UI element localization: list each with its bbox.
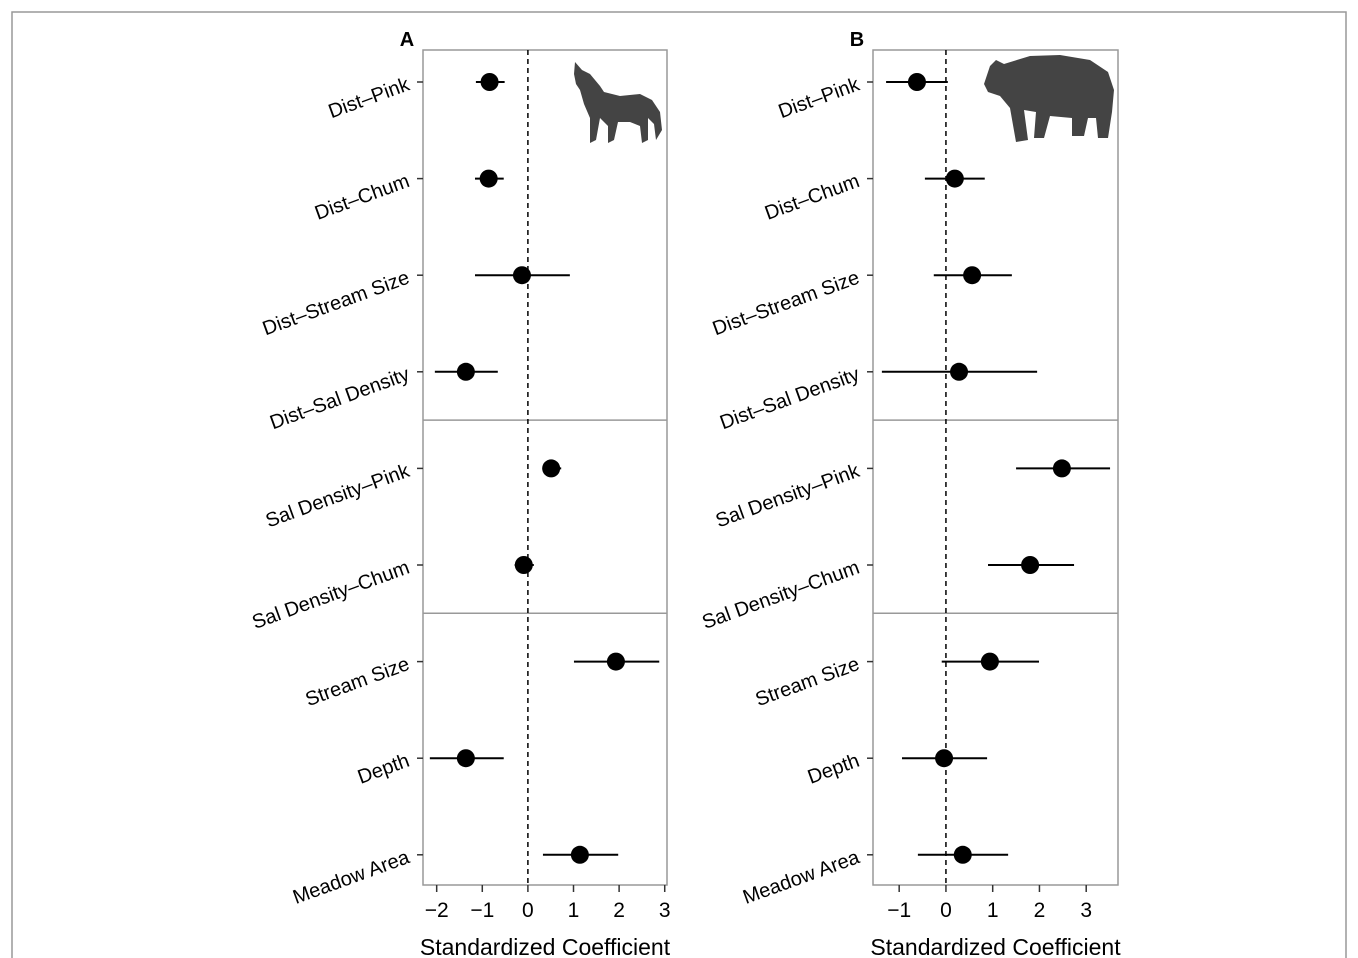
point	[1053, 459, 1071, 477]
wolf-silhouette	[574, 62, 662, 143]
y-tick-label: Dist–Pink	[776, 73, 864, 123]
y-tick-label: Depth	[355, 750, 413, 789]
y-tick-label: Dist–Stream Size	[710, 267, 863, 341]
y-tick-label: Sal Density–Pink	[263, 460, 414, 533]
point	[457, 749, 475, 767]
y-tick-label: Dist–Sal Density	[267, 363, 412, 434]
y-tick-label: Stream Size	[303, 653, 413, 711]
point	[935, 749, 953, 767]
figure-border	[12, 12, 1346, 958]
y-tick-label: Dist–Sal Density	[717, 363, 862, 434]
point	[1021, 556, 1039, 574]
y-tick-label: Dist–Stream Size	[260, 267, 413, 341]
y-tick-label: Meadow Area	[290, 846, 413, 909]
panel-label: A	[400, 29, 414, 51]
y-tick-label: Stream Size	[753, 653, 863, 711]
point	[607, 653, 625, 671]
y-tick-label: Dist–Chum	[762, 170, 862, 225]
point	[954, 846, 972, 864]
y-tick-label: Sal Density–Chum	[699, 557, 862, 634]
x-axis-label: Standardized Coefficient	[420, 934, 671, 958]
x-tick-label: 0	[522, 899, 534, 922]
panel-label: B	[850, 29, 864, 51]
point	[963, 266, 981, 284]
point	[513, 266, 531, 284]
point	[908, 73, 926, 91]
y-tick-label: Sal Density–Pink	[713, 460, 864, 533]
y-tick-label: Dist–Chum	[312, 170, 412, 225]
y-tick-label: Dist–Pink	[326, 73, 414, 123]
x-tick-label: 2	[613, 899, 625, 922]
y-tick-label: Depth	[805, 750, 863, 789]
point	[950, 363, 968, 381]
x-tick-label: 3	[1080, 899, 1092, 922]
x-tick-label: −1	[887, 899, 911, 922]
chart: A −2 −1 0 1 2 3 Standardized Coefficient Dist–Pi…	[0, 0, 1358, 958]
point	[481, 73, 499, 91]
x-tick-label: −1	[470, 899, 494, 922]
x-tick-label: 1	[568, 899, 580, 922]
figure: A −2 −1 0 1 2 3 Standardized Coefficient Dist–Pi…	[0, 0, 1358, 958]
x-tick-label: −2	[425, 899, 449, 922]
x-axis-label: Standardized Coefficient	[870, 934, 1121, 958]
point	[542, 459, 560, 477]
x-tick-label: 3	[659, 899, 671, 922]
x-tick-label: 0	[940, 899, 952, 922]
x-tick-label: 2	[1034, 899, 1046, 922]
bear-silhouette	[984, 55, 1114, 142]
point	[571, 846, 589, 864]
point	[515, 556, 533, 574]
y-tick-label: Sal Density–Chum	[249, 557, 412, 634]
point	[457, 363, 475, 381]
point	[480, 170, 498, 188]
point	[946, 170, 964, 188]
y-tick-label: Meadow Area	[740, 846, 863, 909]
x-tick-label: 1	[987, 899, 999, 922]
point	[981, 653, 999, 671]
